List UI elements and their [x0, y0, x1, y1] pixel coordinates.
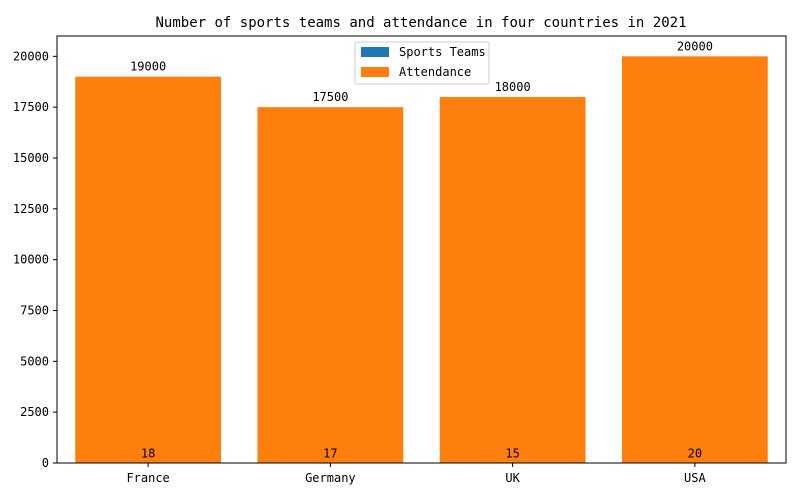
bars [75, 56, 768, 464]
data-label-sports-teams-usa: 20 [688, 447, 702, 461]
y-tick-label: 20000 [13, 49, 49, 63]
y-tick-label: 7500 [20, 304, 49, 318]
legend-swatch-attendance [361, 67, 389, 77]
data-label-attendance-uk: 18000 [495, 80, 531, 94]
data-label-sports-teams-france: 18 [141, 447, 155, 461]
x-axis: France Germany UK USA [126, 463, 706, 485]
bar-attendance-france [75, 76, 222, 464]
y-tick-label: 17500 [13, 100, 49, 114]
y-axis: 0 2500 5000 7500 10000 12500 15000 17500 20000 [13, 49, 57, 470]
legend-swatch-sports-teams [361, 47, 389, 57]
y-tick-label: 15000 [13, 151, 49, 165]
legend-label-attendance: Attendance [399, 65, 471, 79]
x-tick-label-usa: USA [684, 471, 706, 485]
legend: Sports Teams Attendance [354, 41, 490, 85]
data-label-sports-teams-germany: 17 [323, 447, 337, 461]
y-tick-label: 10000 [13, 253, 49, 267]
data-label-attendance-germany: 17500 [312, 90, 348, 104]
y-tick-label: 2500 [20, 405, 49, 419]
x-tick-label-france: France [126, 471, 169, 485]
y-tick-label: 5000 [20, 354, 49, 368]
data-label-attendance-usa: 20000 [677, 39, 713, 53]
data-label-attendance-france: 19000 [130, 60, 166, 74]
y-tick-label: 12500 [13, 202, 49, 216]
bar-attendance-germany [257, 107, 404, 464]
bar-attendance-uk [439, 97, 586, 463]
bar-attendance-usa [621, 56, 768, 463]
data-labels: 19000 18 17500 17 18000 15 20000 20 [130, 39, 713, 460]
chart-title: Number of sports teams and attendance in… [155, 15, 686, 31]
x-tick-label-germany: Germany [305, 471, 356, 485]
y-tick-label: 0 [42, 456, 49, 470]
x-tick-label-uk: UK [505, 471, 520, 485]
legend-label-sports-teams: Sports Teams [399, 45, 486, 59]
data-label-sports-teams-uk: 15 [505, 447, 519, 461]
plot-frame [56, 35, 787, 464]
